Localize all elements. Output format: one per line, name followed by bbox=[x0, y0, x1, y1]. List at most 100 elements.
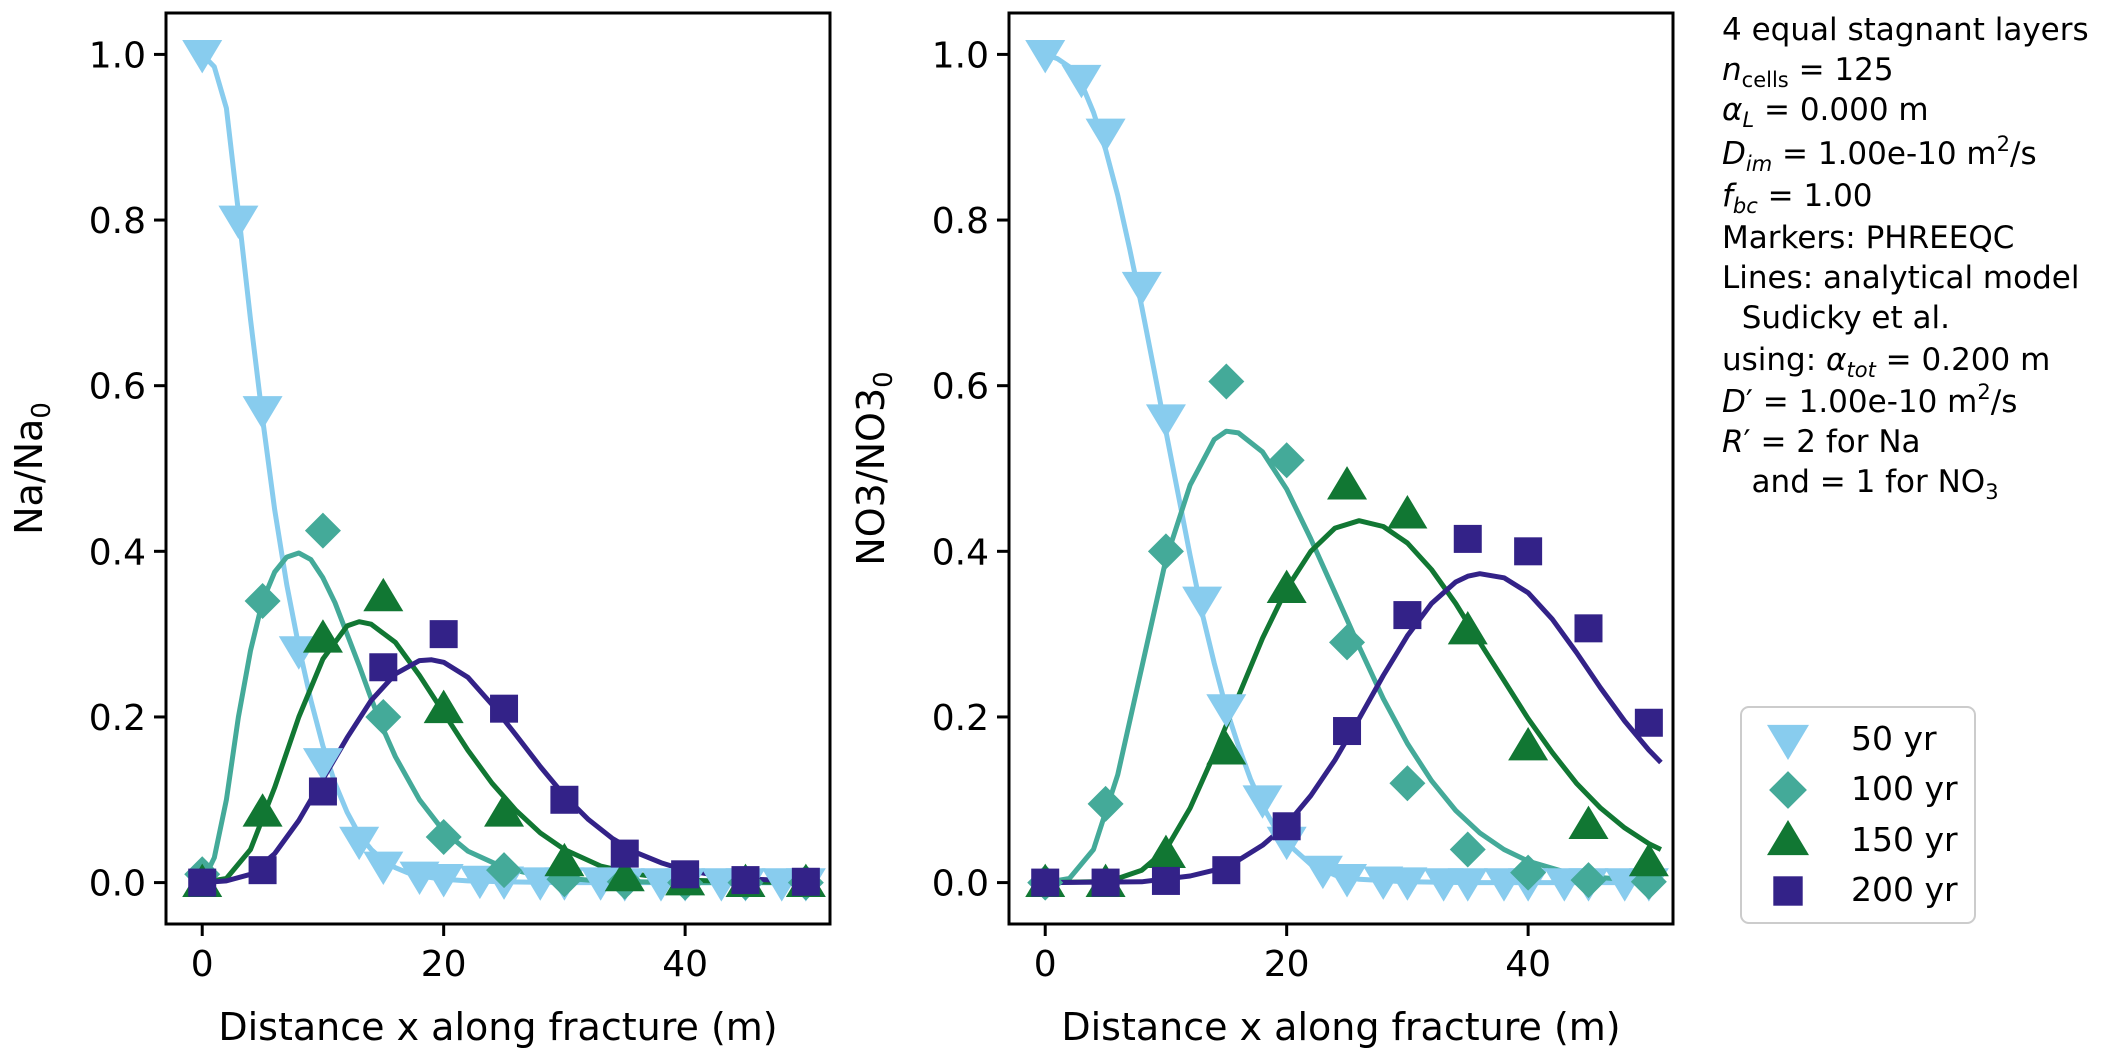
legend-label-150yr: 150 yr bbox=[1851, 820, 1958, 859]
data-point-na-3-1 bbox=[248, 856, 277, 885]
x-tick-label-no3-2: 40 bbox=[1505, 944, 1551, 985]
annotation-rprime: R′ = 2 for Na bbox=[1722, 424, 1921, 460]
data-point-na-2-2 bbox=[302, 619, 343, 653]
data-point-no3-0-0 bbox=[1025, 40, 1066, 74]
data-point-no3-3-9 bbox=[1574, 614, 1603, 643]
data-point-na-3-4 bbox=[429, 620, 458, 649]
axes-frame-na bbox=[164, 11, 832, 926]
data-point-no3-0-7 bbox=[1242, 785, 1283, 819]
y-tick-label-no3-3: 0.6 bbox=[932, 367, 989, 408]
data-point-na-3-5 bbox=[490, 694, 519, 723]
data-point-na-3-9 bbox=[731, 866, 760, 895]
data-point-no3-3-8 bbox=[1514, 537, 1543, 566]
data-point-no3-2-6 bbox=[1387, 495, 1428, 529]
y-axis-label-na: Na/Na0 bbox=[7, 402, 57, 535]
data-point-no3-1-9 bbox=[1570, 862, 1607, 899]
annotation-sudicky: Sudicky et al. bbox=[1722, 300, 1950, 336]
axes-frame-no3 bbox=[1007, 11, 1675, 926]
data-point-na-3-10 bbox=[791, 867, 820, 896]
data-point-no3-1-5 bbox=[1329, 624, 1366, 661]
data-point-no3-3-1 bbox=[1091, 868, 1120, 897]
legend-label-200yr: 200 yr bbox=[1851, 870, 1958, 909]
plot-na: 0.0 0.2 0.4 0.6 0.8 1.0 0 20 40 Distance x along … bbox=[7, 11, 832, 1049]
legend-markers bbox=[1767, 724, 1809, 906]
annotation-block: 4 equal stagnant layers ncells = 125 αL … bbox=[1722, 12, 2089, 504]
data-point-na-2-1 bbox=[242, 793, 283, 827]
data-point-na-2-4 bbox=[423, 689, 464, 724]
data-point-no3-0-4 bbox=[1145, 404, 1186, 438]
data-point-no3-0-1 bbox=[1061, 64, 1102, 99]
y-tick-label-na-5: 1.0 bbox=[89, 35, 146, 76]
legend-marker-1 bbox=[1769, 771, 1807, 809]
y-tick-label-na-2: 0.4 bbox=[89, 532, 146, 573]
data-point-no3-2-10 bbox=[1628, 842, 1669, 877]
series-line-no3-2 bbox=[1045, 518, 1662, 886]
data-point-no3-0-14 bbox=[1447, 868, 1488, 902]
y-tick-label-no3-4: 0.8 bbox=[932, 201, 989, 242]
series-line-no3-1 bbox=[1044, 428, 1650, 886]
data-point-no3-3-7 bbox=[1453, 524, 1482, 553]
data-point-na-0-6 bbox=[363, 851, 404, 886]
x-tick-label-no3-0: 0 bbox=[1034, 944, 1057, 985]
data-point-na-1-5 bbox=[486, 852, 523, 889]
y-tick-label-no3-5: 1.0 bbox=[932, 35, 989, 76]
annotation-markers: Markers: PHREEQC bbox=[1722, 220, 2014, 256]
legend-marker-3 bbox=[1773, 876, 1803, 906]
data-point-no3-1-8 bbox=[1510, 854, 1547, 891]
data-point-na-0-1 bbox=[218, 205, 259, 240]
data-point-na-0-5 bbox=[339, 826, 380, 861]
annotation-dprime: D′ = 1.00e-10 m2/s bbox=[1722, 380, 2017, 420]
annotation-alpha-l: αL = 0.000 m bbox=[1722, 92, 1929, 132]
data-point-no3-3-0 bbox=[1031, 868, 1060, 897]
x-axis-label-no3: Distance x along fracture (m) bbox=[1061, 1005, 1620, 1049]
series-line-na-2 bbox=[201, 619, 806, 886]
legend-label-100yr: 100 yr bbox=[1851, 769, 1958, 808]
annotation-dim: Dim = 1.00e-10 m2/s bbox=[1722, 132, 2037, 176]
data-point-na-3-2 bbox=[308, 777, 337, 806]
data-point-no3-1-7 bbox=[1449, 831, 1486, 868]
data-point-no3-3-6 bbox=[1393, 601, 1422, 630]
data-point-na-1-3 bbox=[365, 698, 402, 735]
data-point-no3-0-2 bbox=[1085, 118, 1126, 153]
data-point-na-2-5 bbox=[484, 793, 525, 827]
data-point-no3-2-7 bbox=[1447, 610, 1488, 645]
x-axis-label-na: Distance x along fracture (m) bbox=[218, 1005, 777, 1049]
data-point-no3-2-4 bbox=[1266, 569, 1307, 603]
data-point-no3-0-3 bbox=[1121, 271, 1162, 306]
data-point-no3-0-10 bbox=[1327, 864, 1368, 898]
data-point-no3-2-5 bbox=[1327, 466, 1368, 500]
data-point-no3-0-6 bbox=[1206, 694, 1247, 728]
y-tick-label-na-0: 0.0 bbox=[89, 864, 146, 905]
legend-marker-2 bbox=[1767, 820, 1809, 856]
data-point-na-2-6 bbox=[544, 842, 585, 877]
data-point-na-3-0 bbox=[188, 868, 217, 897]
data-point-na-3-7 bbox=[610, 839, 639, 868]
y-tick-label-na-1: 0.2 bbox=[89, 698, 146, 739]
data-point-no3-1-2 bbox=[1147, 533, 1184, 570]
x-tick-label-no3-1: 20 bbox=[1264, 944, 1310, 985]
series-line-na-3 bbox=[202, 657, 807, 886]
data-point-no3-2-8 bbox=[1508, 726, 1549, 761]
data-point-no3-3-2 bbox=[1151, 866, 1180, 895]
data-point-no3-3-3 bbox=[1212, 856, 1241, 885]
y-axis-label-no3: NO3/NO30 bbox=[849, 371, 899, 565]
y-tick-label-no3-0: 0.0 bbox=[932, 864, 989, 905]
data-point-no3-1-1 bbox=[1087, 785, 1124, 822]
y-tick-label-no3-2: 0.4 bbox=[932, 532, 989, 573]
x-tick-label-na-0: 0 bbox=[191, 944, 214, 985]
data-point-no3-3-5 bbox=[1333, 717, 1362, 746]
y-tick-label-no3-1: 0.2 bbox=[932, 698, 989, 739]
data-point-no3-2-3 bbox=[1206, 731, 1247, 765]
plot-no3: 0.0 0.2 0.4 0.6 0.8 1.0 0 20 40 Distance x along … bbox=[849, 11, 1675, 1049]
data-point-na-3-8 bbox=[671, 860, 700, 889]
annotation-and-no3: and = 1 for NO3 bbox=[1722, 464, 1999, 504]
data-point-no3-2-2 bbox=[1145, 834, 1186, 869]
data-point-na-1-4 bbox=[425, 819, 462, 856]
data-point-na-2-7 bbox=[604, 857, 645, 892]
series-line-na-0 bbox=[200, 52, 806, 886]
data-point-no3-0-12 bbox=[1387, 867, 1428, 901]
legend: 50 yr 100 yr 150 yr 200 yr bbox=[1740, 706, 1976, 924]
data-point-no3-1-3 bbox=[1208, 363, 1245, 400]
data-point-no3-2-9 bbox=[1568, 805, 1609, 840]
x-tick-label-na-1: 20 bbox=[421, 944, 467, 985]
